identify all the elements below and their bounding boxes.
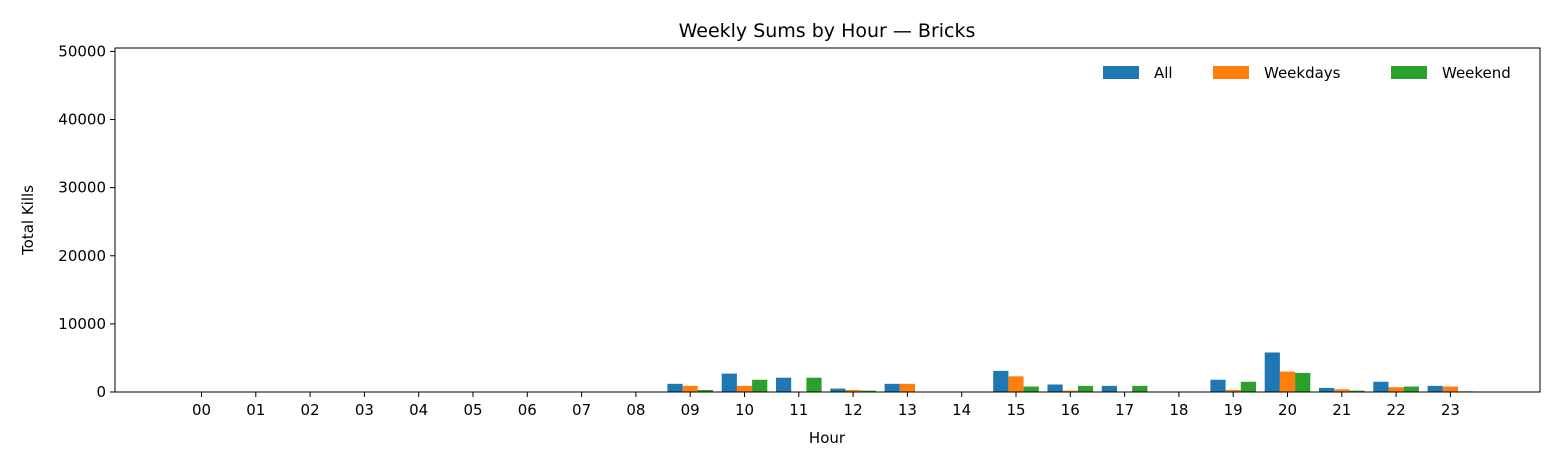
bars-group [667, 352, 1474, 392]
x-tick-label: 17 [1115, 401, 1134, 419]
legend-swatch-weekend [1391, 66, 1427, 79]
bar-all-10 [721, 373, 737, 392]
bar-weekend-22 [1403, 386, 1419, 392]
bar-weekdays-16 [1062, 390, 1078, 392]
bar-weekend-12 [860, 390, 876, 392]
y-tick-label: 50000 [58, 42, 106, 60]
x-tick-label: 04 [409, 401, 428, 419]
legend-label-weekdays: Weekdays [1264, 64, 1341, 82]
x-tick-label: 22 [1387, 401, 1406, 419]
x-axis-ticks: 00 01 02 03 04 05 06 07 08 09 10 11 12 13 14 15 16 17 18 19… [192, 392, 1460, 419]
y-tick-label: 10000 [58, 315, 106, 333]
x-tick-label: 08 [626, 401, 645, 419]
bar-weekend-16 [1077, 385, 1094, 392]
legend-label-all: All [1154, 64, 1173, 82]
y-tick-label: 30000 [58, 179, 106, 197]
bar-all-11 [776, 377, 792, 392]
x-tick-label: 09 [681, 401, 700, 419]
bar-weekend-17 [1132, 385, 1148, 392]
chart-title: Weekly Sums by Hour — Bricks [679, 20, 976, 42]
bar-all-19 [1210, 379, 1226, 392]
x-tick-label: 16 [1061, 401, 1080, 419]
x-tick-label: 21 [1332, 401, 1351, 419]
x-tick-label: 02 [301, 401, 320, 419]
bar-all-17 [1101, 385, 1117, 392]
legend-swatch-weekdays [1213, 66, 1249, 79]
bar-all-16 [1047, 384, 1063, 392]
bar-weekdays-21 [1334, 389, 1350, 392]
x-tick-label: 23 [1441, 401, 1460, 419]
x-tick-label: 14 [952, 401, 971, 419]
bar-weekdays-23 [1442, 386, 1458, 392]
bar-weekend-15 [1023, 386, 1039, 392]
y-axis-title: Total Kills [19, 185, 37, 256]
bar-weekend-11 [806, 377, 822, 392]
x-tick-label: 13 [898, 401, 917, 419]
bar-weekdays-22 [1388, 387, 1404, 392]
bar-weekend-09 [697, 389, 713, 392]
bar-all-20 [1264, 352, 1280, 392]
bar-all-21 [1319, 387, 1335, 392]
bar-weekdays-19 [1225, 389, 1241, 392]
legend-label-weekend: Weekend [1442, 64, 1511, 82]
bar-weekend-10 [752, 379, 768, 392]
x-tick-label: 03 [355, 401, 374, 419]
bar-all-13 [884, 383, 900, 392]
bar-weekdays-20 [1279, 371, 1296, 392]
y-tick-label: 0 [96, 383, 106, 401]
x-tick-label: 12 [844, 401, 863, 419]
legend: All Weekdays Weekend [1103, 64, 1511, 82]
x-tick-label: 20 [1278, 401, 1297, 419]
bar-all-23 [1427, 385, 1443, 392]
y-tick-label: 40000 [58, 111, 106, 129]
x-tick-label: 19 [1224, 401, 1243, 419]
bar-weekdays-12 [845, 389, 861, 392]
x-tick-label: 01 [246, 401, 265, 419]
bar-all-22 [1373, 381, 1389, 392]
bar-weekend-21 [1349, 390, 1365, 392]
x-tick-label: 06 [518, 401, 537, 419]
bar-weekdays-10 [736, 385, 753, 392]
bar-weekdays-09 [682, 385, 698, 392]
bar-weekend-20 [1295, 372, 1311, 392]
x-tick-label: 05 [463, 401, 482, 419]
x-tick-label: 07 [572, 401, 591, 419]
bar-weekdays-15 [1008, 376, 1024, 392]
y-axis-ticks: 0 10000 20000 30000 40000 50000 [58, 42, 115, 401]
bar-all-12 [830, 388, 846, 392]
y-tick-label: 20000 [58, 247, 106, 265]
x-axis-title: Hour [809, 429, 846, 447]
x-tick-label: 18 [1169, 401, 1188, 419]
x-tick-label: 11 [789, 401, 808, 419]
bar-weekdays-13 [899, 383, 915, 392]
bar-all-09 [667, 383, 683, 392]
bar-all-15 [993, 370, 1009, 392]
x-tick-label: 15 [1006, 401, 1025, 419]
legend-swatch-all [1103, 66, 1139, 79]
x-tick-label: 10 [735, 401, 754, 419]
x-tick-label: 00 [192, 401, 211, 419]
plot-frame [114, 47, 1541, 393]
bar-weekend-19 [1240, 381, 1256, 392]
